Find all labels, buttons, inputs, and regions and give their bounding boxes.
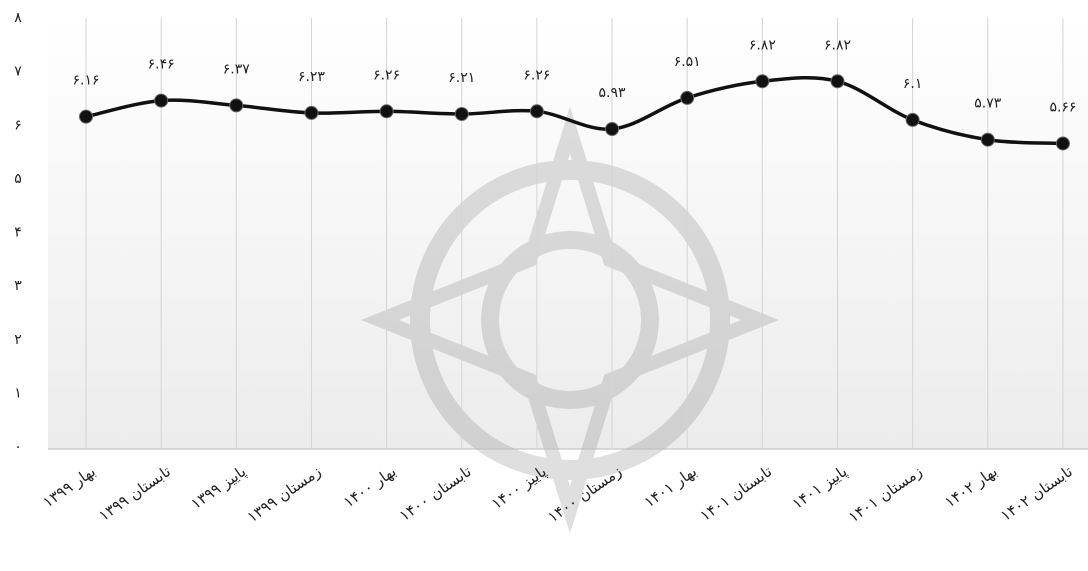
- y-tick-label: ۰: [14, 439, 22, 455]
- data-label: ۶.۴۶: [148, 57, 175, 73]
- data-label: ۶.۲۶: [523, 67, 550, 83]
- marker: [380, 105, 393, 118]
- x-tick-label: زمستان ۱۳۹۹: [244, 462, 325, 526]
- data-label: ۵.۹۳: [599, 85, 626, 101]
- marker: [981, 133, 994, 146]
- marker: [1056, 137, 1069, 150]
- data-label: ۶.۸۲: [749, 37, 776, 53]
- data-label: ۶.۱۶: [72, 73, 99, 89]
- x-tick-label: بهار ۱۴۰۰: [340, 462, 399, 511]
- y-tick-label: ۲: [14, 332, 22, 348]
- data-label: ۶.۲۳: [298, 69, 325, 85]
- x-tick-label: تابستان ۱۴۰۱: [697, 462, 776, 525]
- y-tick-label: ۱: [14, 385, 22, 401]
- data-label: ۶.۸۲: [824, 37, 851, 53]
- marker: [906, 113, 919, 126]
- data-label: ۶.۵۱: [674, 54, 701, 70]
- y-tick-label: ۶: [14, 117, 22, 133]
- x-tick-label: بهار ۱۳۹۹: [39, 462, 98, 511]
- data-label: ۵.۷۳: [974, 96, 1001, 112]
- marker: [305, 106, 318, 119]
- chart: ۰ ۱ ۲ ۳ ۴ ۵ ۶ ۷ ۸ بهار ۱۳۹۹تابستان ۱۳۹۹پاییز ۱۳۹۹…: [0, 0, 1088, 571]
- y-tick-label: ۷: [14, 64, 22, 80]
- marker: [455, 107, 468, 120]
- marker: [80, 110, 93, 123]
- x-tick-label: تابستان ۱۴۰۰: [396, 462, 475, 525]
- x-tick-label: تابستان ۱۳۹۹: [95, 462, 174, 525]
- y-tick-label: ۴: [14, 225, 22, 241]
- data-label: ۶.۲۱: [448, 70, 475, 86]
- y-tick-label: ۵: [14, 171, 22, 187]
- marker: [230, 99, 243, 112]
- x-tick-label: بهار ۱۴۰۱: [641, 462, 700, 511]
- data-label: ۵.۶۶: [1049, 99, 1076, 115]
- x-tick-label: پاییز ۱۴۰۱: [789, 462, 851, 514]
- marker: [831, 75, 844, 88]
- x-tick-label: زمستان ۱۴۰۱: [845, 462, 926, 526]
- y-tick-label: ۳: [14, 278, 22, 294]
- marker: [756, 75, 769, 88]
- marker: [681, 91, 694, 104]
- x-tick-label: بهار ۱۴۰۲: [941, 462, 1000, 511]
- data-label: ۶.۱: [903, 76, 923, 92]
- x-tick-label: تابستان ۱۴۰۲: [997, 462, 1076, 525]
- data-label: ۶.۲۶: [373, 67, 400, 83]
- marker: [155, 94, 168, 107]
- marker: [606, 123, 619, 136]
- x-tick-label: پاییز ۱۳۹۹: [187, 462, 249, 514]
- marker: [530, 105, 543, 118]
- data-label: ۶.۳۷: [223, 61, 250, 77]
- y-tick-label: ۸: [14, 10, 22, 26]
